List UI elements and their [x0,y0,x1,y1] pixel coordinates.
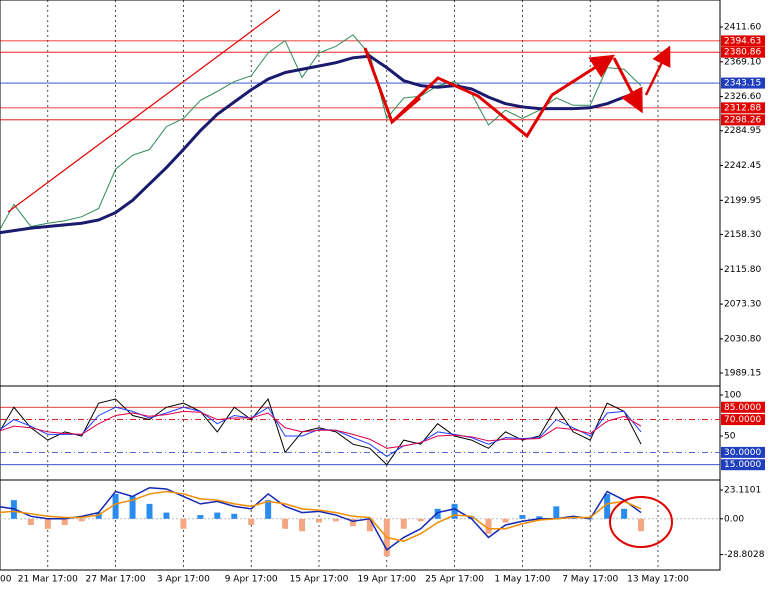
histogram-bar [265,500,272,519]
y-tick-label: 50 [724,431,736,441]
level-label-box [721,46,765,58]
histogram-bar [519,515,526,519]
histogram-bar [604,493,611,519]
histogram-bar [231,513,238,519]
histogram-bar [163,512,170,519]
x-tick-label: 15 Apr 17:00 [290,575,349,585]
level-label: 70.0000 [724,415,761,425]
level-label: 30.0000 [724,448,761,458]
y-tick-label: -28.8028 [724,550,765,560]
series-line [0,490,642,542]
histogram-bar [553,506,560,519]
level-label-box [721,114,765,126]
histogram-bar [248,518,255,526]
histogram-bar [146,503,153,519]
x-tick-label: 21 Mar 17:00 [18,575,78,585]
level-label-box [721,446,765,458]
level-label: 2343.15 [724,79,761,89]
annotations [7,9,673,548]
histogram-bar [451,503,458,519]
histogram-bar [27,518,34,526]
y-tick-label: 2158.30 [724,230,761,240]
series-line [0,486,642,551]
y-tick-label: 2073.30 [724,300,761,310]
histogram-bar [434,508,441,519]
y-tick-label: 23.1101 [724,486,761,496]
x-tick-label: 9 Apr 17:00 [225,575,278,585]
x-tick-label: 13 May 17:00 [627,575,689,585]
series-line [0,34,642,231]
arrow [612,57,643,114]
y-tick-label: 2030.80 [724,334,761,344]
arrow [644,45,671,96]
level-label-box [721,35,765,47]
y-tick-label: 2199.95 [724,196,761,206]
y-tick-label: 0.00 [724,514,744,524]
level-label: 85.0000 [724,403,761,413]
level-label-box [721,414,765,426]
series-line [0,398,642,466]
histogram-bar [332,518,339,522]
x-tick-label: 25 Apr 17:00 [425,575,484,585]
x-tick-label: 19 Apr 17:00 [357,575,416,585]
plot-area [0,0,721,571]
series-line [0,406,642,458]
level-label: 2394.63 [724,36,761,46]
level-label-box [721,77,765,89]
y-tick-label: 1989.15 [724,369,761,379]
histogram-bar [536,516,543,519]
histogram-bar [400,518,407,529]
x-tick-label: 00 [0,575,12,585]
y-tick-label: 2242.45 [724,161,761,171]
series-line [0,410,642,449]
histogram-bar [485,518,492,534]
histogram-bar [299,518,306,532]
level-label-box [721,102,765,114]
histogram-bar [180,518,187,529]
level-label-box [721,401,765,413]
level-label: 15.0000 [724,460,761,470]
level-label: 2380.86 [724,48,761,58]
series-line [0,54,642,235]
histogram-bar [468,516,475,519]
y-tick-label: 2326.60 [724,92,761,102]
histogram-bar [214,512,221,519]
y-tick-label: 2115.80 [724,265,761,275]
histogram-bar [366,518,373,532]
histogram-bar [129,496,136,519]
histogram-bar [78,518,85,522]
histogram-bar [417,518,424,522]
x-tick-label: 7 May 17:00 [562,575,618,585]
level-label-box [721,459,765,471]
level-label: 2298.26 [724,115,761,125]
y-tick-label: 100 [724,390,741,400]
x-tick-label: 3 Apr 17:00 [157,575,210,585]
histogram-bar [197,515,204,519]
histogram-bar [61,518,68,526]
y-tick-label: 2284.95 [724,126,761,136]
y-tick-label: 2369.10 [724,57,761,67]
trend-line [7,9,281,213]
level-label: 2312.88 [724,103,761,113]
histogram-bar [502,518,509,523]
x-tick-label: 27 Mar 17:00 [86,575,146,585]
highlight-circle [609,496,673,548]
y-tick-label: 2411.60 [724,23,761,33]
histogram-bar [349,518,356,527]
histogram-bar [44,518,51,529]
histogram-bar [112,493,119,519]
histogram-bar [638,518,645,532]
histogram-bar [621,508,628,519]
x-tick-label: 1 May 17:00 [494,575,550,585]
zigzag-arrow [391,96,421,124]
histogram-bar [316,518,322,523]
histogram-bar [282,518,289,529]
